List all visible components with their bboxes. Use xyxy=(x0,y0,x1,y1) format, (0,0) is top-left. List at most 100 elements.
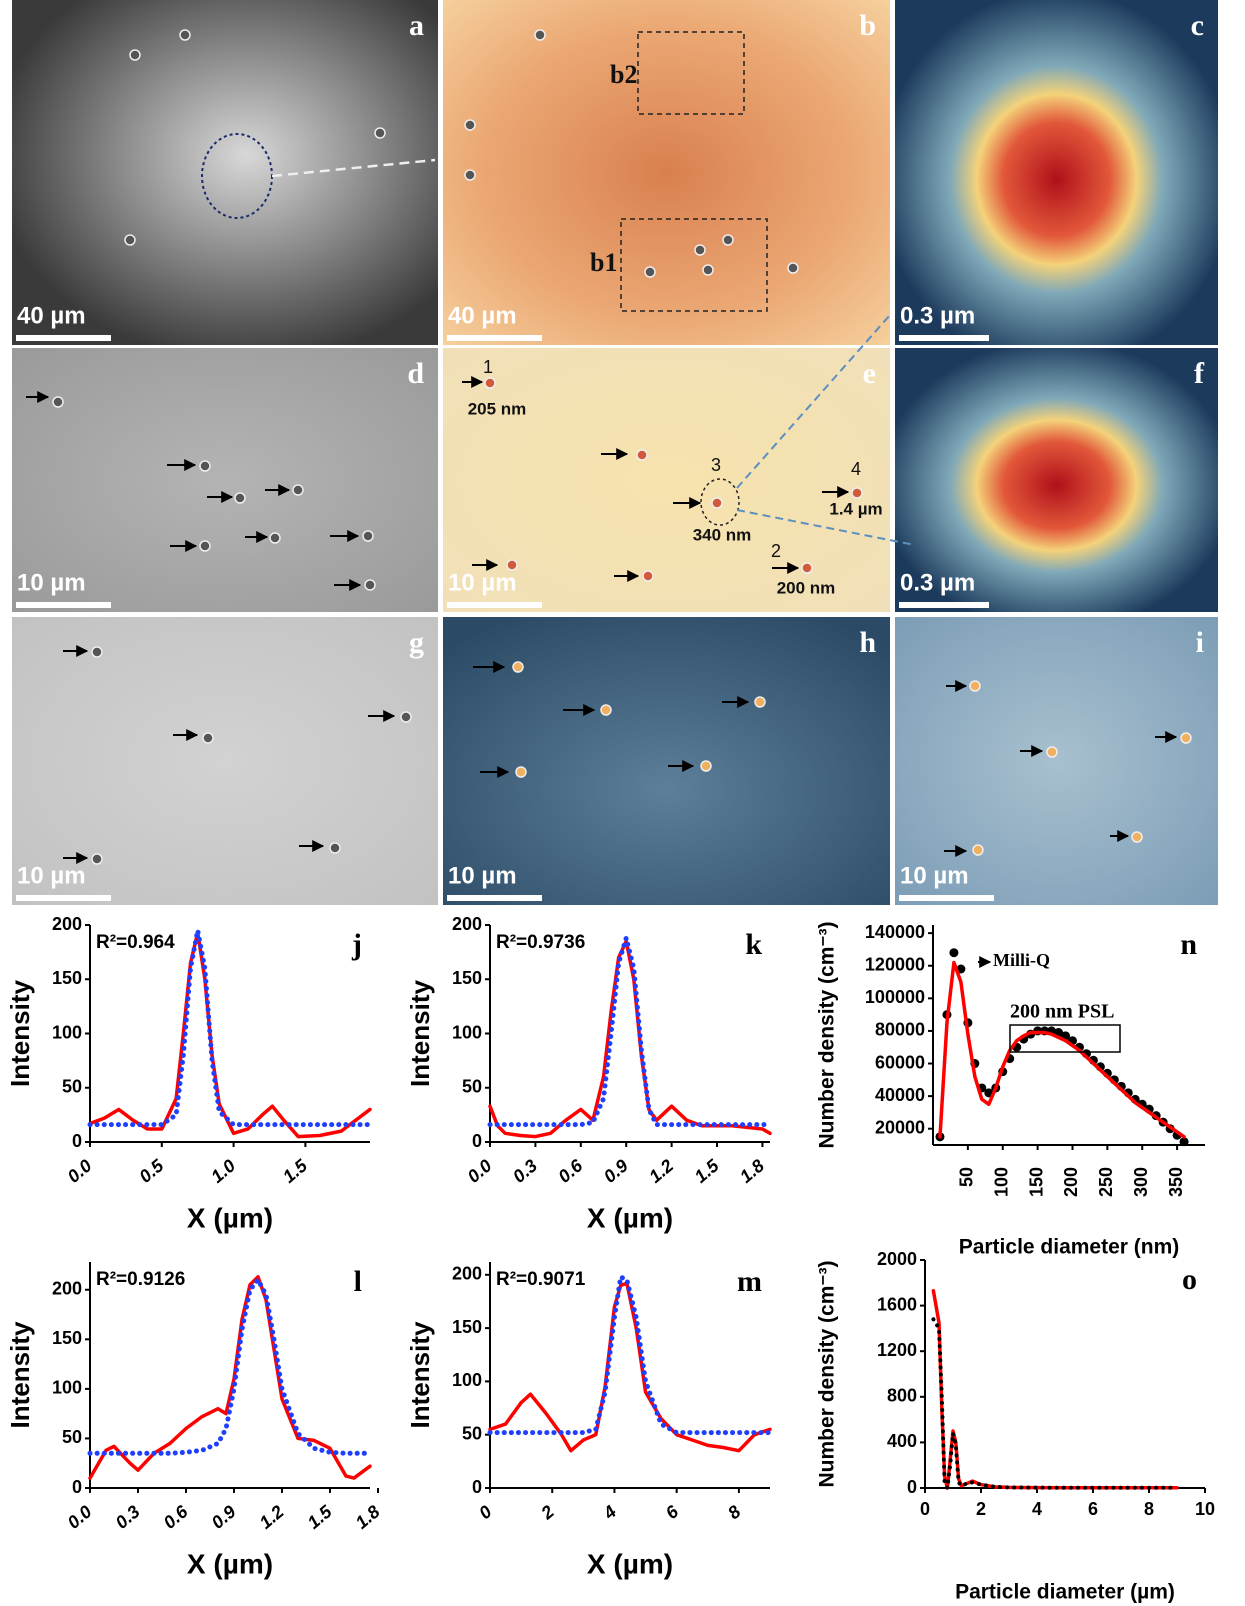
data-point xyxy=(1179,1137,1189,1147)
y-tick-label: 1200 xyxy=(877,1340,917,1360)
x-tick-label: 300 xyxy=(1131,1167,1151,1197)
x-tick-label: 200 xyxy=(1061,1167,1081,1197)
chart: 0 50 100 150 200 0 2 4 6 8 m R²=0.9071 X (µm) Intensi… xyxy=(405,1262,773,1579)
y-tick-label: 150 xyxy=(452,1317,482,1337)
fit-annotation: R²=0.964 xyxy=(96,932,175,953)
particle xyxy=(722,234,734,246)
particle-label: 2 xyxy=(771,541,781,561)
particle xyxy=(700,760,712,772)
y-tick-label: 40000 xyxy=(875,1085,925,1105)
x-tick-label: 0.3 xyxy=(112,1501,144,1532)
y-tick-label: 100 xyxy=(52,1378,82,1398)
x-tick-label: 6 xyxy=(1088,1499,1098,1519)
data-line xyxy=(938,960,1186,1139)
particle xyxy=(754,696,766,708)
fit-annotation: R²=0.9736 xyxy=(496,932,585,953)
y-tick-label: 1600 xyxy=(877,1294,917,1314)
y-tick-label: 0 xyxy=(472,1131,482,1151)
x-tick-label: 4 xyxy=(599,1501,620,1523)
x-axis-label: X (µm) xyxy=(187,1202,273,1233)
x-tick-label: 1.8 xyxy=(352,1501,384,1532)
particle xyxy=(400,711,412,723)
particle xyxy=(644,266,656,278)
fit-annotation: R²=0.9126 xyxy=(96,1269,185,1290)
y-tick-label: 150 xyxy=(52,1328,82,1348)
scale-bar-label: 10 µm xyxy=(448,569,517,596)
y-tick-label: 200 xyxy=(52,914,82,934)
data-line xyxy=(487,935,773,1128)
particle xyxy=(91,646,103,658)
y-tick-label: 0 xyxy=(72,1477,82,1497)
x-tick-label: 50 xyxy=(957,1167,977,1187)
x-tick-label: 1.5 xyxy=(304,1501,337,1533)
data-line xyxy=(87,927,373,1128)
data-line xyxy=(87,1277,373,1456)
y-axis-label: Intensity xyxy=(405,1321,435,1428)
x-tick-label: 250 xyxy=(1096,1167,1116,1197)
scale-bar-label: 10 µm xyxy=(448,862,517,889)
annotation: Milli-Q xyxy=(993,950,1050,970)
particle xyxy=(702,264,714,276)
data-line xyxy=(488,1281,772,1453)
x-axis-label: X (µm) xyxy=(187,1548,273,1579)
x-axis-label: X (µm) xyxy=(587,1548,673,1579)
particle-label: 200 nm xyxy=(777,578,836,597)
image-a xyxy=(12,0,438,345)
y-tick-label: 60000 xyxy=(875,1052,925,1072)
y-tick-label: 200 xyxy=(452,1264,482,1284)
connector xyxy=(736,509,916,546)
data-line xyxy=(488,939,772,1139)
y-tick-label: 120000 xyxy=(865,954,925,974)
x-tick-label: 0.6 xyxy=(554,1155,587,1187)
particle xyxy=(851,487,863,499)
x-tick-label: 100 xyxy=(991,1167,1011,1197)
x-tick-label: 10 xyxy=(1195,1499,1215,1519)
particle-label: b2 xyxy=(610,60,637,89)
y-tick-label: 150 xyxy=(452,968,482,988)
scale-bar xyxy=(447,895,542,901)
x-tick-label: 150 xyxy=(1026,1167,1046,1197)
x-tick-label: 0 xyxy=(475,1501,496,1523)
panel-letter: f xyxy=(1194,357,1205,390)
x-tick-label: 8 xyxy=(724,1501,745,1523)
x-tick-label: 8 xyxy=(1144,1499,1154,1519)
panel-letter: c xyxy=(1191,9,1204,42)
particle xyxy=(199,460,211,472)
particle xyxy=(91,853,103,865)
y-axis-label: Intensity xyxy=(5,980,35,1087)
y-tick-label: 20000 xyxy=(875,1117,925,1137)
particle-label: b1 xyxy=(590,248,617,277)
x-tick-label: 350 xyxy=(1166,1167,1186,1197)
x-axis-label: Particle diameter (nm) xyxy=(959,1236,1180,1259)
particle-label: 4 xyxy=(851,459,861,479)
particle xyxy=(512,661,524,673)
y-tick-label: 140000 xyxy=(865,922,925,942)
x-axis-label: Particle diameter (µm) xyxy=(955,1581,1175,1604)
data-point xyxy=(949,948,959,958)
data-line xyxy=(88,930,372,1139)
particle xyxy=(515,766,527,778)
y-tick-label: 50 xyxy=(62,1427,82,1447)
particle xyxy=(364,579,376,591)
chart: 20000 40000 60000 80000 100000 120000 140000 50… xyxy=(816,922,1205,1259)
scale-bar-label: 40 µm xyxy=(17,302,86,329)
scale-bar xyxy=(899,895,994,901)
scale-bar-label: 0.3 µm xyxy=(900,302,975,329)
particle xyxy=(292,484,304,496)
x-tick-label: 1.2 xyxy=(256,1501,288,1532)
particle-label: 1.4 µm xyxy=(829,499,882,518)
y-tick-label: 50 xyxy=(62,1077,82,1097)
y-tick-label: 150 xyxy=(52,968,82,988)
particle xyxy=(642,570,654,582)
image-e xyxy=(443,348,890,612)
particle xyxy=(202,732,214,744)
particle xyxy=(362,530,374,542)
particle xyxy=(1180,732,1192,744)
particle xyxy=(199,540,211,552)
chart: 0 50 100 150 200 0.0 0.3 0.6 0.9 1.2 1.5 1.8 k R²=0.9… xyxy=(405,914,773,1233)
x-tick-label: 6 xyxy=(662,1501,683,1523)
particle xyxy=(969,680,981,692)
particle-label: 340 nm xyxy=(693,525,752,544)
particle xyxy=(1046,746,1058,758)
